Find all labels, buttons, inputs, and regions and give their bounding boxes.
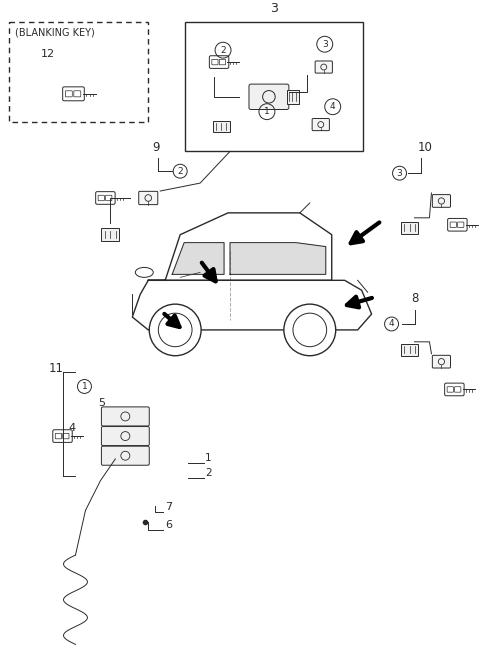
Bar <box>401 222 418 234</box>
Text: 4: 4 <box>389 319 395 329</box>
Text: 6: 6 <box>165 520 172 530</box>
FancyBboxPatch shape <box>101 446 149 465</box>
FancyBboxPatch shape <box>101 407 149 426</box>
FancyBboxPatch shape <box>315 61 332 73</box>
Circle shape <box>149 304 201 356</box>
Text: 1: 1 <box>264 107 270 116</box>
Text: 5: 5 <box>98 398 106 408</box>
Text: 3: 3 <box>322 40 328 49</box>
Text: 9: 9 <box>152 141 160 154</box>
Bar <box>287 90 300 104</box>
Circle shape <box>284 304 336 356</box>
Text: 1: 1 <box>205 453 212 463</box>
Bar <box>101 228 120 241</box>
Text: 2: 2 <box>220 46 226 54</box>
FancyBboxPatch shape <box>139 192 158 205</box>
Bar <box>213 121 229 133</box>
Text: 12: 12 <box>41 49 55 59</box>
Text: 3: 3 <box>270 3 278 16</box>
Text: 7: 7 <box>165 502 172 512</box>
Text: (BLANKING KEY): (BLANKING KEY) <box>15 28 95 37</box>
Text: 1: 1 <box>82 382 87 391</box>
Text: 11: 11 <box>48 361 63 375</box>
Polygon shape <box>172 243 224 274</box>
Bar <box>401 344 418 356</box>
Text: 8: 8 <box>411 292 419 305</box>
Text: 3: 3 <box>396 169 402 178</box>
FancyBboxPatch shape <box>432 356 451 368</box>
Bar <box>185 22 363 152</box>
Text: 10: 10 <box>418 141 432 154</box>
Text: 2: 2 <box>205 468 212 478</box>
Polygon shape <box>132 280 372 330</box>
Polygon shape <box>230 243 326 274</box>
Polygon shape <box>148 213 332 280</box>
FancyBboxPatch shape <box>432 195 451 207</box>
Text: 2: 2 <box>178 167 183 176</box>
FancyBboxPatch shape <box>249 84 289 110</box>
FancyBboxPatch shape <box>101 426 149 445</box>
Text: 4: 4 <box>69 423 76 433</box>
FancyBboxPatch shape <box>312 119 329 131</box>
Text: 4: 4 <box>330 102 336 112</box>
